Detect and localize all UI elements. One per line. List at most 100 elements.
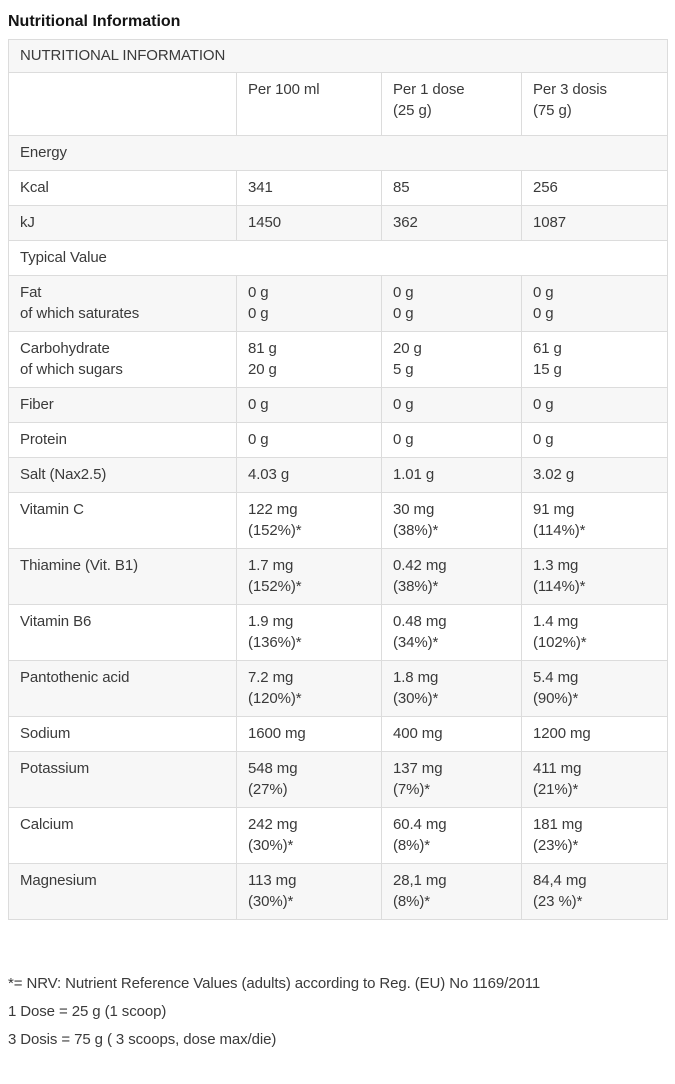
cell-line: 137 mg bbox=[393, 760, 443, 777]
nutrient-label: Vitamin C bbox=[8, 492, 237, 549]
cell-line: (21%)* bbox=[533, 781, 579, 798]
column-header: Per 1 dose (25 g) bbox=[381, 72, 522, 136]
table-row: kJ 1450 362 1087 bbox=[8, 205, 669, 241]
cell-line: 0 g bbox=[533, 431, 554, 448]
cell-line: Per 3 dosis bbox=[533, 81, 607, 98]
nutrient-value: 113 mg (30%)* bbox=[236, 863, 382, 920]
cell-line: (114%)* bbox=[533, 578, 586, 595]
nutrient-value: 7.2 mg (120%)* bbox=[236, 660, 382, 717]
cell-line: Sodium bbox=[20, 725, 71, 742]
cell-line: 3.02 g bbox=[533, 466, 575, 483]
cell-line: Carbohydrate bbox=[20, 340, 110, 357]
cell-line: 0 g bbox=[393, 431, 414, 448]
table-row: Sodium 1600 mg 400 mg 1200 mg bbox=[8, 716, 669, 752]
cell-line: (152%)* bbox=[248, 578, 302, 595]
column-header-row: Per 100 ml Per 1 dose (25 g) Per 3 dosis (75… bbox=[8, 72, 669, 136]
cell-line: Pantothenic acid bbox=[20, 669, 130, 686]
nutrient-value: 60.4 mg (8%)* bbox=[381, 807, 522, 864]
nutrient-value: 30 mg (38%)* bbox=[381, 492, 522, 549]
nutrient-value: 91 mg (114%)* bbox=[520, 492, 669, 549]
nutrient-value: 341 bbox=[236, 170, 382, 206]
cell-line: 1450 bbox=[248, 214, 281, 231]
cell-line: 242 mg bbox=[248, 816, 298, 833]
cell-line: (75 g) bbox=[533, 102, 572, 119]
cell-line: (27%) bbox=[248, 781, 288, 798]
table-title-row: NUTRITIONAL INFORMATION bbox=[7, 39, 669, 73]
nutrient-value: 122 mg (152%)* bbox=[236, 492, 382, 549]
nutrient-label: Pantothenic acid bbox=[8, 660, 237, 717]
cell-line: (34%)* bbox=[393, 634, 439, 651]
cell-line: Potassium bbox=[20, 760, 90, 777]
cell-line: 60.4 mg bbox=[393, 816, 447, 833]
nutrient-label: Potassium bbox=[8, 751, 237, 808]
nutrient-value: 1.9 mg (136%)* bbox=[236, 604, 382, 661]
nutrient-value: 61 g 15 g bbox=[520, 331, 669, 388]
cell-line: Per 100 ml bbox=[248, 81, 320, 98]
section-label: Energy bbox=[7, 135, 669, 171]
cell-line: (23 %)* bbox=[533, 893, 583, 910]
table-row: Protein 0 g 0 g 0 g bbox=[8, 422, 669, 458]
cell-line: 1600 mg bbox=[248, 725, 306, 742]
section-label: Typical Value bbox=[7, 240, 669, 276]
nutrient-value: 0 g bbox=[520, 422, 669, 458]
cell-line: 0 g bbox=[248, 431, 269, 448]
cell-line: of which sugars bbox=[20, 361, 123, 378]
cell-line: Per 1 dose bbox=[393, 81, 465, 98]
cell-line: Thiamine (Vit. B1) bbox=[20, 557, 138, 574]
cell-line: Fat bbox=[20, 284, 42, 301]
cell-line: (102%)* bbox=[533, 634, 587, 651]
nutrient-value: 0 g bbox=[381, 387, 522, 423]
table-row: Salt (Nax2.5) 4.03 g 1.01 g 3.02 g bbox=[8, 457, 669, 493]
cell-line: Kcal bbox=[20, 179, 49, 196]
section-row: Typical Value bbox=[7, 240, 669, 276]
nutrient-value: 0 g bbox=[236, 387, 382, 423]
table-row: Vitamin C 122 mg (152%)* 30 mg (38%)* 91 mg (1… bbox=[8, 492, 669, 549]
table-row: Potassium 548 mg (27%) 137 mg (7%)* 411 mg (21… bbox=[8, 751, 669, 808]
cell-line: 1.01 g bbox=[393, 466, 435, 483]
cell-line: Salt (Nax2.5) bbox=[20, 466, 107, 483]
nutrition-table: NUTRITIONAL INFORMATION Per 100 ml Per 1 d… bbox=[7, 39, 669, 920]
cell-line: 15 g bbox=[533, 361, 562, 378]
cell-line: (8%)* bbox=[393, 837, 431, 854]
cell-line: 122 mg bbox=[248, 501, 298, 518]
cell-line: 5 g bbox=[393, 361, 414, 378]
footnote-three-dosis: 3 Dosis = 75 g ( 3 scoops, dose max/die) bbox=[8, 1031, 277, 1048]
table-row: Kcal 341 85 256 bbox=[8, 170, 669, 206]
cell-line: Protein bbox=[20, 431, 67, 448]
cell-line: (136%)* bbox=[248, 634, 302, 651]
nutrient-value: 28,1 mg (8%)* bbox=[381, 863, 522, 920]
nutrient-value: 3.02 g bbox=[520, 457, 669, 493]
nutrient-value: 1087 bbox=[520, 205, 669, 241]
cell-line: 85 bbox=[393, 179, 410, 196]
nutrient-value: 1.3 mg (114%)* bbox=[520, 548, 669, 605]
nutrient-value: 0 g bbox=[381, 422, 522, 458]
cell-line: (38%)* bbox=[393, 578, 439, 595]
nutrient-label: Thiamine (Vit. B1) bbox=[8, 548, 237, 605]
cell-line: 30 mg bbox=[393, 501, 435, 518]
cell-line: 1.3 mg bbox=[533, 557, 579, 574]
nutrient-label: Sodium bbox=[8, 716, 237, 752]
nutrient-value: 137 mg (7%)* bbox=[381, 751, 522, 808]
cell-line: 28,1 mg bbox=[393, 872, 447, 889]
nutrient-value: 1.8 mg (30%)* bbox=[381, 660, 522, 717]
cell-line: 84,4 mg bbox=[533, 872, 587, 889]
table-row: Pantothenic acid 7.2 mg (120%)* 1.8 mg (30%)… bbox=[8, 660, 669, 717]
cell-line: 341 bbox=[248, 179, 273, 196]
cell-line: kJ bbox=[20, 214, 35, 231]
table-row: Carbohydrate of which sugars 81 g 20 g 20 g 5… bbox=[8, 331, 669, 388]
cell-line: 411 mg bbox=[533, 760, 582, 777]
cell-line: 0.42 mg bbox=[393, 557, 447, 574]
cell-line: 1.4 mg bbox=[533, 613, 579, 630]
nutrient-value: 0 g bbox=[236, 422, 382, 458]
cell-line: 20 g bbox=[248, 361, 277, 378]
nutrient-label: Fat of which saturates bbox=[8, 275, 237, 332]
cell-line: Vitamin B6 bbox=[20, 613, 92, 630]
table-row: Magnesium 113 mg (30%)* 28,1 mg (8%)* 84,4 mg… bbox=[8, 863, 669, 920]
table-title: NUTRITIONAL INFORMATION bbox=[7, 39, 669, 73]
page-title: Nutritional Information bbox=[8, 13, 181, 30]
nutrient-value: 1200 mg bbox=[520, 716, 669, 752]
nutrient-label: Salt (Nax2.5) bbox=[8, 457, 237, 493]
nutrition-table-body: NUTRITIONAL INFORMATION Per 100 ml Per 1 d… bbox=[7, 39, 669, 920]
